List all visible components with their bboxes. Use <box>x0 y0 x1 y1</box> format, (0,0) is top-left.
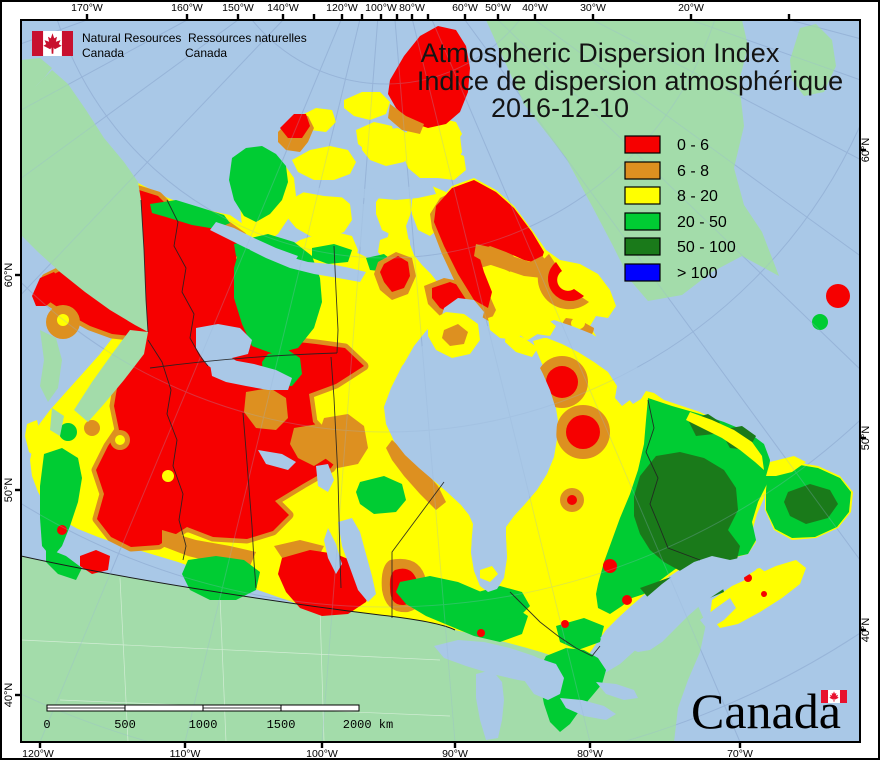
svg-text:80°W: 80°W <box>399 2 425 14</box>
svg-text:Canada: Canada <box>185 46 227 60</box>
svg-text:20 - 50: 20 - 50 <box>677 214 727 231</box>
svg-text:500: 500 <box>114 718 136 732</box>
svg-text:50°N: 50°N <box>3 478 15 503</box>
svg-text:120°W: 120°W <box>326 2 358 14</box>
svg-text:150°W: 150°W <box>222 2 254 14</box>
svg-text:Indice de dispersion atmosphér: Indice de dispersion atmosphérique <box>417 66 843 96</box>
svg-text:50 - 100: 50 - 100 <box>677 239 736 256</box>
svg-text:160°W: 160°W <box>171 2 203 14</box>
svg-text:1000: 1000 <box>189 718 218 732</box>
svg-text:110°W: 110°W <box>170 748 201 760</box>
svg-text:0 - 6: 0 - 6 <box>677 137 709 154</box>
svg-text:70°W: 70°W <box>727 748 753 760</box>
svg-text:Canada: Canada <box>691 683 841 739</box>
svg-text:80°W: 80°W <box>577 748 603 760</box>
svg-text:170°W: 170°W <box>71 2 103 14</box>
svg-text:1500: 1500 <box>267 718 296 732</box>
svg-text:2000 km: 2000 km <box>343 718 393 732</box>
svg-text:Natural Resources: Natural Resources <box>82 31 181 45</box>
svg-text:6 - 8: 6 - 8 <box>677 163 709 180</box>
svg-text:30°W: 30°W <box>580 2 606 14</box>
svg-text:40°W: 40°W <box>522 2 548 14</box>
svg-text:> 100: > 100 <box>677 265 718 282</box>
svg-text:8 - 20: 8 - 20 <box>677 188 718 205</box>
svg-text:50°N: 50°N <box>860 426 872 451</box>
svg-text:60°N: 60°N <box>860 138 872 163</box>
svg-text:40°N: 40°N <box>860 618 872 643</box>
svg-text:140°W: 140°W <box>267 2 299 14</box>
svg-text:60°W: 60°W <box>452 2 478 14</box>
svg-text:20°W: 20°W <box>678 2 704 14</box>
svg-text:100°W: 100°W <box>365 2 397 14</box>
svg-text:2016-12-10: 2016-12-10 <box>491 93 629 123</box>
svg-text:100°W: 100°W <box>306 748 338 760</box>
svg-text:0: 0 <box>43 718 50 732</box>
svg-text:Atmospheric Dispersion Index: Atmospheric Dispersion Index <box>421 38 780 68</box>
svg-text:50°W: 50°W <box>485 2 511 14</box>
svg-text:Canada: Canada <box>82 46 124 60</box>
svg-text:Ressources naturelles: Ressources naturelles <box>188 31 307 45</box>
svg-text:120°W: 120°W <box>22 748 54 760</box>
svg-text:90°W: 90°W <box>442 748 468 760</box>
svg-text:60°N: 60°N <box>3 263 15 288</box>
svg-text:40°N: 40°N <box>3 683 15 708</box>
